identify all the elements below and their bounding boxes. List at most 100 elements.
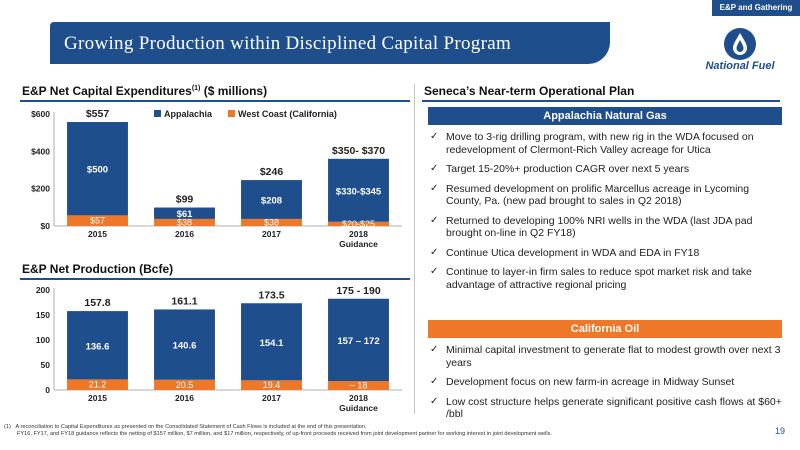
- y-tick-label: 100: [36, 335, 50, 345]
- logo-text: National Fuel: [705, 60, 775, 72]
- checkmark-icon: ✓: [430, 376, 439, 387]
- appalachia-item-3: ✓ Resumed development on prolific Marcell…: [428, 183, 782, 208]
- appalachia-item-4: ✓ Returned to developing 100% NRI wells i…: [428, 215, 782, 240]
- bar-label-appalachia: $61: [177, 209, 194, 220]
- appalachia-subhead: Appalachia Natural Gas: [428, 107, 782, 125]
- x-tick-label: 2016: [175, 393, 194, 403]
- appalachia-item-text: Target 15-20%+ production CAGR over next…: [446, 163, 690, 175]
- bar-label-west-coast: $20-$25: [342, 219, 375, 229]
- bar-label-west-coast: $38: [264, 217, 279, 227]
- y-tick-label: $600: [31, 109, 50, 119]
- national-fuel-logo: [724, 28, 756, 60]
- checkmark-icon: ✓: [430, 266, 439, 277]
- checkmark-icon: ✓: [430, 214, 439, 226]
- appalachia-item-1: ✓ Move to 3-rig drilling program, with ne…: [428, 131, 782, 156]
- bar-west-coast: [241, 218, 302, 226]
- y-tick-label: 200: [36, 285, 50, 295]
- bar-label-west-coast: 21.2: [89, 380, 107, 390]
- bar-appalachia: [241, 303, 302, 381]
- bar-total-label: $557: [86, 108, 110, 120]
- bar-label-appalachia: 154.1: [260, 338, 284, 349]
- x-tick-label: 2015: [88, 393, 107, 403]
- appalachia-item-text: Resumed development on prolific Marcellu…: [446, 182, 750, 208]
- california-item-text: Development focus on new farm-in acreage…: [446, 376, 735, 388]
- bar-label-appalachia: $208: [261, 195, 282, 206]
- appalachia-item-6: ✓ Continue to layer-in firm sales to redu…: [428, 266, 782, 291]
- legend-swatch: [154, 110, 161, 117]
- checkmark-icon: ✓: [430, 182, 439, 194]
- x-tick-label: 2015: [88, 229, 107, 239]
- page-number: 19: [775, 426, 786, 436]
- bar-west-coast: [328, 221, 389, 226]
- plan-rule: [422, 100, 780, 102]
- appalachia-item-2: ✓ Target 15-20%+ production CAGR over nex…: [428, 163, 782, 176]
- bar-label-appalachia: 140.6: [173, 341, 197, 352]
- y-tick-label: $0: [41, 221, 51, 231]
- footnote-marker: (1): [4, 424, 11, 430]
- y-tick-label: 50: [41, 360, 51, 370]
- bar-label-west-coast: 20.5: [176, 380, 194, 390]
- checkmark-icon: ✓: [430, 395, 439, 407]
- footnote: (1) A reconciliation to Capital Expendit…: [4, 424, 744, 438]
- capex-heading-sup: (1): [191, 85, 201, 92]
- appalachia-item-text: Returned to developing 100% NRI wells in…: [446, 214, 753, 240]
- bar-west-coast: [154, 379, 215, 390]
- california-item-2: ✓ Development focus on new farm-in acreag…: [428, 376, 782, 389]
- appalachia-item-text: Continue to layer-in firm sales to reduc…: [446, 266, 752, 291]
- bar-total-label: $246: [260, 166, 284, 178]
- capex-rule: [20, 100, 410, 102]
- column-divider: [414, 84, 415, 414]
- legend-swatch: [228, 110, 235, 117]
- x-tick-label: 2018: [349, 229, 368, 239]
- bar-label-appalachia: 136.6: [86, 341, 110, 352]
- bar-total-label: 161.1: [171, 295, 197, 307]
- bar-appalachia: [67, 311, 128, 380]
- checkmark-icon: ✓: [430, 344, 439, 355]
- y-tick-label: $400: [31, 146, 50, 156]
- bar-label-west-coast: $57: [90, 216, 105, 226]
- bar-label-west-coast: $38: [177, 217, 192, 227]
- appalachia-list: ✓ Move to 3-rig drilling program, with ne…: [428, 131, 782, 298]
- bar-appalachia: [67, 122, 128, 216]
- bar-west-coast: [241, 380, 302, 390]
- california-subhead: California Oil: [428, 320, 782, 338]
- bar-label-appalachia: 157 – 172: [337, 336, 379, 347]
- appalachia-item-5: ✓ Continue Utica development in WDA and E…: [428, 247, 782, 260]
- bar-west-coast: [328, 381, 389, 390]
- title-banner: [50, 22, 610, 64]
- california-item-1: ✓ Minimal capital investment to generate …: [428, 344, 782, 369]
- capex-heading: E&P Net Capital Expenditures(1) ($ milli…: [22, 84, 267, 98]
- bar-west-coast: [67, 215, 128, 226]
- capex-heading-text: E&P Net Capital Expenditures: [22, 84, 192, 98]
- checkmark-icon: ✓: [430, 246, 439, 258]
- bar-appalachia: [328, 158, 389, 222]
- x-tick-label: 2017: [262, 229, 281, 239]
- bar-label-west-coast: 19.4: [263, 380, 281, 390]
- legend-label: Appalachia: [164, 109, 213, 119]
- bar-total-label: $350- $370: [332, 145, 385, 157]
- california-item-text: Low cost structure helps generate signif…: [446, 395, 782, 421]
- x-tick-label: 2017: [262, 393, 281, 403]
- bar-label-appalachia: $500: [87, 165, 108, 176]
- bar-total-label: 173.5: [258, 289, 284, 301]
- x-tick-label: 2016: [175, 229, 194, 239]
- production-heading: E&P Net Production (Bcfe): [22, 262, 174, 276]
- legend-label: West Coast (California): [238, 109, 337, 119]
- checkmark-icon: ✓: [430, 131, 439, 142]
- bar-label-west-coast: ~ 18: [350, 381, 368, 391]
- bar-total-label: $99: [176, 194, 194, 206]
- appalachia-item-text: Move to 3-rig drilling program, with new…: [446, 131, 754, 156]
- production-rule: [20, 278, 410, 280]
- checkmark-icon: ✓: [430, 163, 439, 174]
- bar-appalachia: [154, 207, 215, 219]
- x-tick-label: 2018: [349, 393, 368, 403]
- page-title: Growing Production within Disciplined Ca…: [64, 33, 512, 54]
- bar-appalachia: [241, 180, 302, 219]
- capex-heading-units: ($ millions): [203, 84, 268, 98]
- bar-total-label: 175 - 190: [336, 285, 381, 297]
- capex-chart: $0$200$400$600$57$500$5572015$38$61$9920…: [31, 108, 402, 249]
- y-tick-label: 0: [45, 385, 50, 395]
- appalachia-item-text: Continue Utica development in WDA and ED…: [446, 246, 700, 259]
- plan-heading: Seneca’s Near-term Operational Plan: [424, 84, 635, 98]
- bar-west-coast: [154, 218, 215, 226]
